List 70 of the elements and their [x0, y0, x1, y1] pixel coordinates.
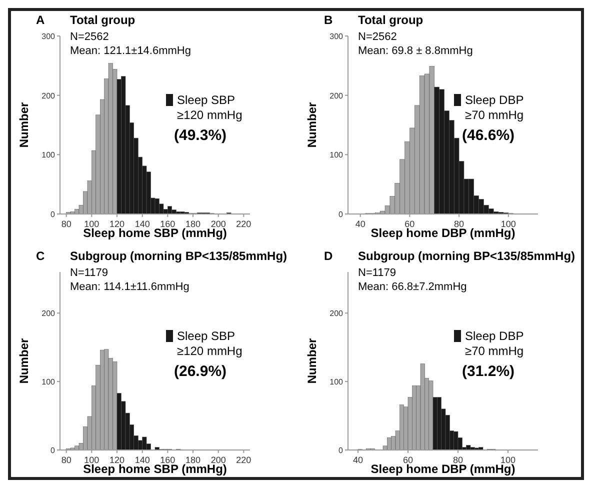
legend-label: Sleep DBP ≥70 mmHg: [465, 93, 524, 122]
y-tick-label: 100: [42, 378, 56, 387]
x-tick-label: 80: [61, 455, 72, 465]
annotation: N=1179: [358, 267, 396, 279]
legend-label: Sleep SBP ≥120 mmHg: [177, 93, 242, 122]
x-tick-label: 80: [452, 455, 464, 465]
y-axis-title: Number: [305, 102, 319, 148]
x-tick-label: 160: [160, 455, 176, 465]
x-axis-title: Sleep home SBP (mmHg): [83, 226, 227, 240]
x-tick-label: 160: [160, 219, 176, 229]
x-tick-label: 100: [84, 219, 100, 229]
y-axis-title: Number: [305, 338, 319, 384]
y-tick-label: 200: [42, 91, 56, 100]
x-tick-label: 80: [454, 219, 464, 229]
legend-label: Sleep DBP ≥70 mmHg: [465, 329, 524, 358]
x-tick-label: 60: [402, 455, 414, 465]
x-tick-label: 200: [210, 455, 226, 465]
x-tick-label: 80: [61, 219, 72, 229]
chart-title: Subgroup (morning BP<135/85mmHg): [358, 249, 576, 263]
y-tick-label: 200: [42, 309, 56, 318]
x-tick-label: 180: [185, 219, 201, 229]
y-tick-label: 200: [330, 309, 344, 318]
y-tick-label: 0: [50, 446, 56, 455]
x-tick-label: 100: [84, 455, 100, 465]
annotation: Mean: 121.1±14.6mmHg: [70, 45, 191, 57]
x-axis-title: Sleep home DBP (mmHg): [370, 462, 516, 476]
x-axis-title: Sleep home DBP (mmHg): [370, 226, 516, 240]
x-tick-label: 40: [352, 455, 364, 465]
x-tick-label: 140: [134, 455, 150, 465]
y-tick-label: 300: [42, 32, 56, 41]
annotation: N=1179: [70, 267, 108, 279]
text: A: [36, 13, 45, 27]
annotation: Mean: 69.8 ± 8.8mmHg: [358, 45, 473, 57]
text: C: [36, 249, 45, 263]
annotation: N=2562: [70, 31, 109, 43]
annotation: (26.9%): [174, 363, 227, 380]
chart-title: Subgroup (morning BP<135/85mmHg): [70, 249, 288, 263]
annotation: Mean: 114.1±11.6mmHg: [70, 281, 190, 293]
annotation: (46.6%): [462, 127, 515, 144]
legend-label: Sleep SBP ≥120 mmHg: [177, 329, 242, 358]
annotation: (49.3%): [174, 127, 227, 144]
x-tick-label: 40: [355, 219, 366, 229]
y-tick-label: 0: [338, 446, 344, 455]
y-axis-title: Number: [17, 338, 31, 384]
y-tick-label: 100: [330, 150, 344, 160]
annotation: Mean: 66.8±7.2mmHg: [358, 281, 467, 293]
x-tick-label: 60: [404, 219, 415, 229]
y-axis-title: Number: [17, 102, 31, 148]
x-axis-title: Sleep home SBP (mmHg): [83, 462, 227, 476]
y-tick-label: 0: [338, 210, 344, 219]
y-tick-label: 100: [42, 150, 56, 160]
x-tick-label: 220: [236, 455, 252, 465]
x-tick-label: 100: [500, 219, 516, 229]
annotation: N=2562: [358, 31, 397, 43]
text: B: [324, 13, 333, 27]
x-tick-label: 100: [500, 455, 516, 465]
x-tick-label: 220: [236, 219, 252, 229]
x-tick-label: 120: [109, 455, 125, 465]
chart-title: Total group: [70, 13, 136, 27]
y-tick-label: 300: [330, 32, 344, 41]
y-tick-label: 200: [330, 91, 344, 100]
x-tick-label: 140: [134, 219, 150, 229]
x-tick-label: 200: [210, 219, 226, 229]
annotation: (31.2%): [462, 363, 515, 380]
y-tick-label: 100: [330, 378, 344, 387]
text: D: [324, 249, 333, 263]
x-tick-label: 180: [185, 455, 201, 465]
x-tick-label: 120: [109, 219, 125, 229]
y-tick-label: 0: [50, 210, 56, 219]
chart-title: Total group: [358, 13, 424, 27]
